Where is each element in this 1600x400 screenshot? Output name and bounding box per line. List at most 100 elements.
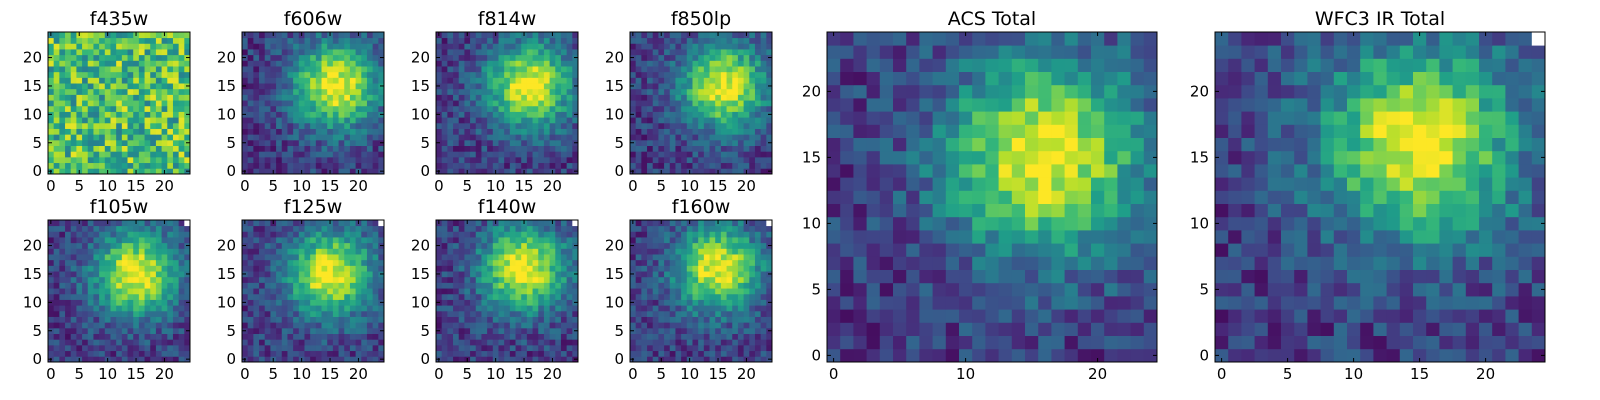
pixel — [355, 122, 362, 129]
pixel — [276, 105, 283, 112]
pixel — [361, 288, 368, 295]
pixel — [270, 265, 277, 272]
pixel — [270, 288, 277, 295]
pixel — [715, 111, 722, 118]
pixel — [93, 231, 100, 238]
pixel — [264, 293, 271, 300]
pixel — [532, 259, 539, 266]
pixel — [709, 168, 716, 175]
pixel — [732, 151, 739, 158]
pixel — [247, 94, 254, 101]
pixel — [293, 254, 300, 261]
pixel — [87, 105, 94, 112]
pixel — [310, 43, 317, 50]
pixel — [526, 60, 533, 67]
pixel — [121, 288, 128, 295]
pixel — [555, 122, 562, 129]
pixel — [178, 88, 185, 95]
pixel — [470, 32, 477, 39]
pixel — [526, 339, 533, 346]
pixel — [355, 94, 362, 101]
pixel — [338, 145, 345, 152]
pixel — [242, 333, 249, 340]
pixel — [121, 122, 128, 129]
pixel — [447, 100, 454, 107]
pixel — [504, 322, 511, 329]
pixel — [304, 71, 311, 78]
pixel — [749, 117, 756, 124]
pixel — [172, 54, 180, 61]
pixel — [138, 316, 145, 323]
pixel — [686, 350, 693, 357]
pixel — [555, 271, 562, 278]
pixel — [184, 344, 191, 352]
y-tick-label: 5 — [614, 134, 624, 152]
pixel — [338, 168, 345, 175]
pixel — [760, 71, 767, 78]
pixel — [355, 134, 362, 141]
pixel — [464, 350, 471, 357]
pixel — [167, 32, 174, 39]
pixel — [458, 94, 465, 101]
x-tick-label: 5 — [462, 365, 472, 383]
pixel — [675, 288, 682, 295]
pixel — [155, 248, 162, 255]
pixel — [766, 105, 773, 112]
pixel — [487, 128, 494, 135]
pixel — [127, 156, 134, 164]
pixel — [458, 242, 465, 249]
pixel — [458, 322, 465, 329]
pixel — [366, 305, 374, 312]
pixel — [498, 322, 505, 329]
pixel — [498, 305, 505, 312]
pixel — [315, 83, 322, 90]
pixel — [481, 333, 488, 340]
pixel — [669, 100, 676, 107]
pixel — [321, 242, 328, 249]
pixel — [321, 305, 328, 312]
pixel — [253, 71, 260, 78]
pixel — [155, 254, 162, 261]
pixel — [344, 134, 351, 141]
pixel — [566, 88, 573, 95]
pixel — [298, 43, 305, 50]
pixel — [110, 276, 117, 283]
pixel — [766, 293, 773, 300]
pixel — [692, 316, 699, 323]
pixel — [76, 288, 83, 295]
pixel — [766, 77, 773, 84]
pixel — [658, 66, 665, 73]
pixel — [509, 248, 516, 255]
pixel — [259, 248, 266, 255]
pixel — [70, 49, 77, 56]
pixel — [720, 49, 727, 56]
pixel — [555, 168, 562, 175]
pixel — [566, 237, 573, 244]
pixel — [281, 83, 288, 90]
pixel — [270, 151, 277, 158]
pixel — [549, 139, 556, 146]
pixel — [355, 231, 362, 238]
pixel — [521, 259, 528, 266]
pixel — [138, 288, 145, 295]
pixel — [515, 356, 522, 363]
pixel — [766, 49, 773, 56]
pixel — [304, 322, 311, 329]
pixel — [664, 71, 671, 78]
pixel — [310, 49, 317, 56]
pixel — [253, 100, 260, 107]
pixel — [378, 156, 385, 164]
pixel — [270, 231, 277, 238]
pixel — [59, 299, 66, 306]
pixel — [70, 32, 77, 39]
pixel — [681, 94, 688, 101]
pixel — [749, 333, 756, 340]
pixel — [737, 333, 744, 340]
pixel — [720, 66, 727, 73]
pixel — [155, 105, 162, 112]
pixel — [172, 259, 180, 266]
pixel — [635, 88, 642, 95]
pixel — [144, 145, 151, 152]
pixel — [635, 145, 642, 152]
pixel — [703, 276, 710, 283]
